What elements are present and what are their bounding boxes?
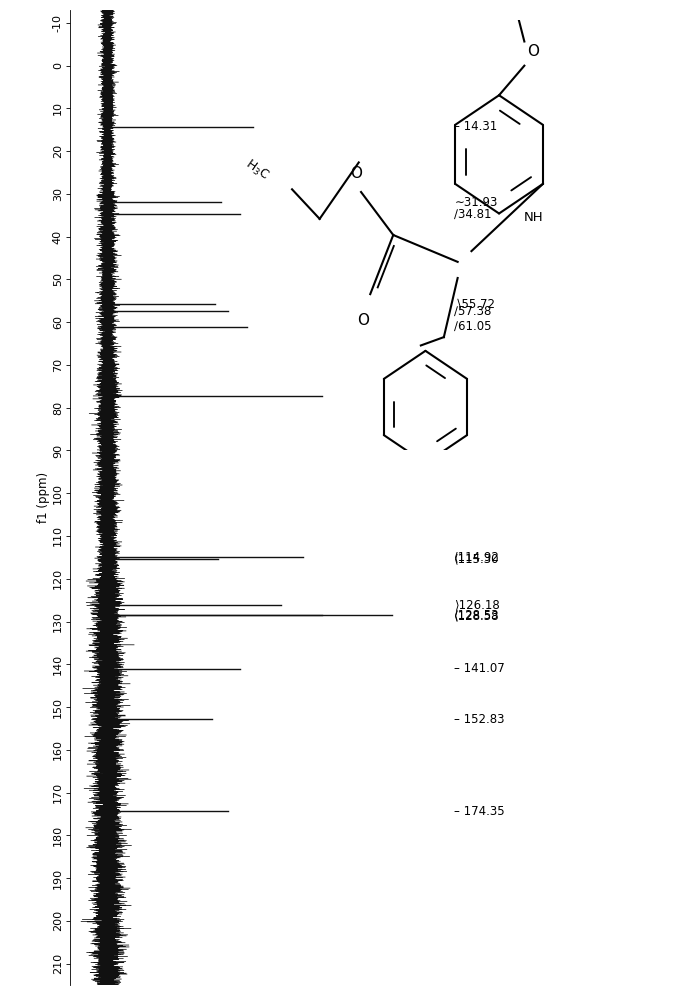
Text: ∕57.38: ∕57.38 xyxy=(454,304,492,317)
Text: ∖55.72: ∖55.72 xyxy=(454,297,496,310)
Text: O: O xyxy=(358,313,369,328)
Text: ⟨115.30: ⟨115.30 xyxy=(454,552,500,565)
Text: ⟩126.18: ⟩126.18 xyxy=(454,599,500,612)
Text: ⟨128.53: ⟨128.53 xyxy=(454,609,500,622)
Text: ∕61.05: ∕61.05 xyxy=(454,320,492,333)
Text: – 174.35: – 174.35 xyxy=(454,805,505,818)
Text: H$_3$C: H$_3$C xyxy=(242,157,271,184)
Text: ⟨128.58: ⟨128.58 xyxy=(454,609,500,622)
Y-axis label: f1 (ppm): f1 (ppm) xyxy=(37,472,50,523)
Text: – 14.31: – 14.31 xyxy=(454,120,498,133)
Text: O: O xyxy=(351,166,362,181)
Text: O: O xyxy=(527,44,539,59)
Text: – 152.83: – 152.83 xyxy=(454,713,505,726)
Text: ∼31.93: ∼31.93 xyxy=(454,196,498,209)
Text: – 141.07: – 141.07 xyxy=(454,662,505,675)
Text: ∕34.81: ∕34.81 xyxy=(454,208,492,221)
Text: NH: NH xyxy=(523,211,543,224)
Text: ⟨114.92: ⟨114.92 xyxy=(454,551,500,564)
